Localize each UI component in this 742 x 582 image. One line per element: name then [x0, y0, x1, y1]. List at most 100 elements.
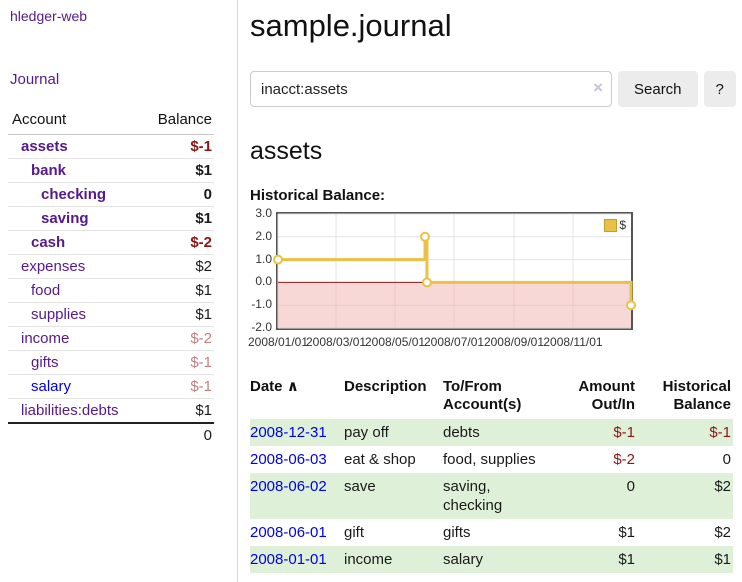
legend-label: $	[619, 218, 626, 232]
account-row: liabilities:debts $1	[8, 398, 214, 423]
y-tick-label: 2.0	[255, 228, 272, 243]
transaction-amount: $1	[618, 524, 635, 541]
account-balance: $-1	[141, 350, 214, 375]
chart-legend: $	[604, 218, 626, 232]
y-tick-label: 0.0	[255, 274, 272, 289]
account-link[interactable]: food	[31, 282, 61, 299]
accounts-total-row: 0	[8, 422, 214, 447]
help-button[interactable]: ?	[703, 71, 736, 107]
clear-search-icon[interactable]: ×	[593, 78, 603, 97]
account-row: income $-2	[8, 326, 214, 351]
transaction-balance: $-1	[709, 424, 731, 441]
transaction-description: gift	[344, 524, 365, 541]
account-balance: 0	[141, 182, 214, 207]
account-link[interactable]: liabilities:debts	[21, 402, 119, 419]
account-link[interactable]: bank	[31, 162, 67, 179]
account-link[interactable]: saving	[41, 210, 89, 227]
transaction-accounts: salary	[443, 551, 484, 568]
transaction-amount: $1	[618, 551, 635, 568]
transaction-date-link[interactable]: 2008-06-03	[250, 451, 327, 468]
transaction-description: save	[344, 478, 376, 495]
transaction-amount: $-1	[613, 424, 635, 441]
account-row: food $1	[8, 278, 214, 303]
account-balance: $-1	[141, 374, 214, 399]
account-row: bank $1	[8, 158, 214, 183]
transaction-description: pay off	[344, 424, 389, 441]
sidebar-item-journal[interactable]: Journal	[10, 71, 60, 88]
transaction-row: 2008-12-31 pay off debts $-1 $-1	[250, 419, 733, 446]
x-tick-label: 2008/09/01	[483, 335, 544, 349]
transaction-row: 2008-01-01 income salary $1 $1	[250, 546, 733, 573]
page-title: sample.journal	[250, 8, 452, 43]
account-balance: $-1	[190, 138, 212, 155]
register-header-amount: Amount Out/In	[578, 378, 635, 413]
account-balance: $2	[141, 254, 214, 279]
y-tick-label: -1.0	[251, 297, 272, 312]
sort-asc-icon: ∧	[286, 378, 299, 395]
x-tick-label: 2008/05/01	[364, 335, 426, 349]
transaction-row: 2008-06-03 eat & shop food, supplies $-2 0	[250, 446, 733, 473]
account-row: checking 0	[8, 182, 214, 207]
account-balance: $1	[141, 302, 214, 327]
account-link[interactable]: supplies	[31, 306, 87, 323]
account-row: supplies $1	[8, 302, 214, 327]
account-link[interactable]: gifts	[31, 354, 59, 371]
account-balance: $-2	[141, 230, 214, 255]
account-link[interactable]: assets	[21, 138, 68, 155]
transaction-description: income	[344, 551, 393, 568]
transaction-date-link[interactable]: 2008-06-01	[250, 524, 327, 541]
account-balance: $1	[141, 206, 214, 231]
sidebar: hledger-web Journal Account Balance asse…	[0, 0, 238, 582]
account-row: assets $-1	[8, 135, 214, 159]
chart-y-axis: 3.0 2.0 1.0 0.0 -1.0 -2.0	[250, 206, 274, 334]
account-row: salary $-1	[8, 374, 214, 399]
transaction-amount: $-2	[613, 451, 635, 468]
y-tick-label: 3.0	[255, 206, 272, 220]
transaction-accounts: saving, checking	[443, 478, 503, 514]
register-header-date[interactable]: Date ∧	[250, 378, 299, 395]
account-balance: $1	[141, 398, 214, 423]
brand-link[interactable]: hledger-web	[10, 8, 88, 24]
transaction-amount: 0	[626, 478, 635, 495]
y-tick-label: -2.0	[251, 320, 272, 334]
transaction-balance: $2	[714, 478, 731, 495]
account-link[interactable]: cash	[31, 234, 66, 251]
accounts-header-row: Account Balance	[8, 109, 214, 135]
transaction-balance: $1	[714, 551, 731, 568]
transaction-date-link[interactable]: 2008-01-01	[250, 551, 327, 568]
accounts-total-balance: 0	[141, 422, 214, 447]
search-button[interactable]: Search	[618, 71, 698, 107]
search-box: ×	[250, 71, 612, 107]
account-row: gifts $-1	[8, 350, 214, 375]
transaction-date-link[interactable]: 2008-12-31	[250, 424, 327, 441]
transaction-balance: $2	[714, 524, 731, 541]
x-tick-label: 2008/11/01	[543, 335, 603, 349]
transaction-row: 2008-06-01 gift gifts $1 $2	[250, 519, 733, 546]
transaction-date-link[interactable]: 2008-06-02	[250, 478, 327, 495]
transaction-accounts: food, supplies	[443, 451, 536, 468]
account-link[interactable]: income	[21, 330, 70, 347]
search-input[interactable]	[250, 71, 612, 107]
transaction-balance: 0	[722, 451, 731, 468]
account-balance: $-2	[141, 326, 214, 351]
y-tick-label: 1.0	[255, 251, 272, 266]
account-balance: $1	[141, 278, 214, 303]
account-link[interactable]: checking	[41, 186, 107, 203]
transaction-accounts: gifts	[443, 524, 471, 541]
chart-title: Historical Balance:	[250, 187, 386, 204]
accounts-balance-table: Account Balance assets $-1 bank $1 checking 0…	[8, 109, 214, 447]
transaction-accounts: debts	[443, 424, 480, 441]
x-tick-label: 2008/01/01	[247, 335, 309, 349]
transaction-description: eat & shop	[344, 451, 416, 468]
register-header-row: Date ∧ Description To/From Account(s) Am…	[250, 376, 733, 419]
x-tick-label: 2008/07/01	[423, 335, 485, 349]
account-heading: assets	[250, 137, 323, 165]
account-balance: $1	[141, 158, 214, 183]
account-link[interactable]: salary	[31, 378, 72, 395]
account-row: saving $1	[8, 206, 214, 231]
account-row: expenses $2	[8, 254, 214, 279]
account-link[interactable]: expenses	[21, 258, 86, 275]
accounts-total-spacer	[8, 422, 142, 447]
register-header-accounts: To/From Account(s)	[443, 378, 522, 413]
